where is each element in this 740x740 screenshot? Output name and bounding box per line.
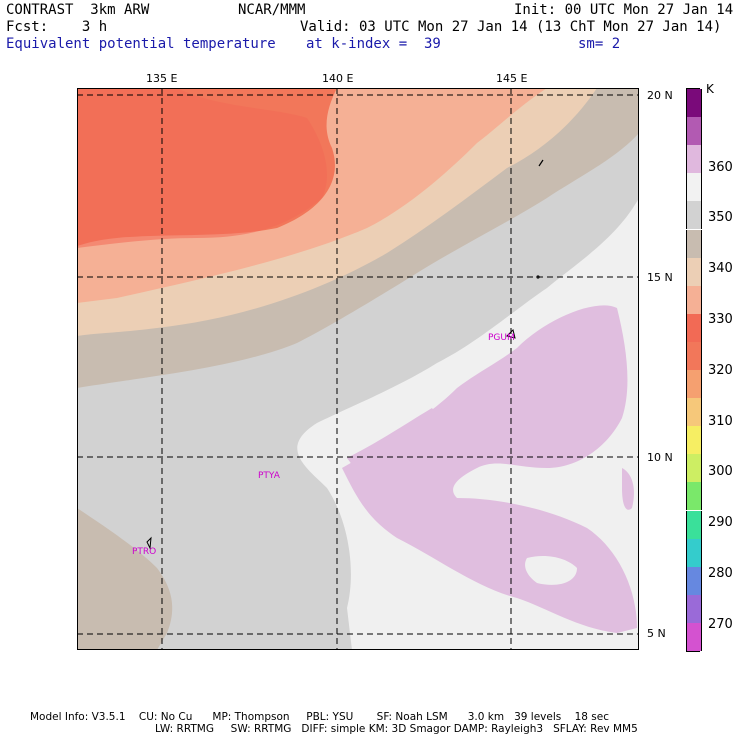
legend-swatch (686, 454, 702, 483)
legend-label-360: 360 (708, 160, 733, 175)
legend-swatch (686, 566, 702, 595)
forecast-hour: Fcst: 3 h (6, 19, 108, 35)
lat-label-10: 10 N (647, 451, 673, 464)
legend-swatch (686, 257, 702, 286)
lon-label-145: 145 E (496, 72, 528, 85)
legend-swatch (686, 426, 702, 455)
model-info-line2: LW: RRTMG SW: RRTMG DIFF: simple KM: 3D … (155, 723, 638, 735)
contour-band-330-lower (77, 88, 327, 248)
legend-swatch (686, 622, 702, 651)
clear-pocket (525, 556, 577, 585)
legend-swatch (686, 594, 702, 623)
legend-swatch (686, 341, 702, 370)
legend-swatch (686, 538, 702, 567)
warm-tongue-southwest (77, 508, 173, 650)
legend-label-270: 270 (708, 617, 733, 632)
lat-label-20: 20 N (647, 89, 673, 102)
legend-label-290: 290 (708, 515, 733, 530)
legend-label-310: 310 (708, 414, 733, 429)
contour-band-360-center (347, 408, 440, 480)
model-info-line1: Model Info: V3.5.1 CU: No Cu MP: Thompso… (30, 711, 609, 723)
contour-band-360-pocket (622, 468, 634, 510)
lat-label-15: 15 N (647, 271, 673, 284)
legend-label-350: 350 (708, 210, 733, 225)
palau-island (146, 536, 152, 550)
valid-time: Valid: 03 UTC Mon 27 Jan 14 (13 ChT Mon … (300, 19, 722, 35)
color-legend (686, 88, 702, 652)
legend-swatch (686, 89, 702, 118)
legend-swatch (686, 510, 702, 539)
legend-swatch (686, 285, 702, 314)
smoothing-label: sm= 2 (578, 36, 621, 52)
guam-island (506, 329, 516, 339)
legend-swatch (686, 370, 702, 399)
station-label-ptya: PTYA (258, 471, 280, 481)
legend-swatch (686, 482, 702, 511)
legend-swatch (686, 117, 702, 146)
legend-swatch (686, 229, 702, 258)
legend-label-320: 320 (708, 363, 733, 378)
legend-label-280: 280 (708, 566, 733, 581)
k-index-label: at k-index = 39 (306, 36, 441, 52)
legend-label-300: 300 (708, 464, 733, 479)
contour-band-360-east (342, 305, 637, 633)
northern-island (538, 159, 544, 167)
legend-swatch (686, 145, 702, 174)
station-label-pgum: PGUM (488, 333, 515, 343)
init-time: Init: 00 UTC Mon 27 Jan 14 (514, 2, 734, 18)
legend-swatch (686, 313, 702, 342)
theta-e-map (77, 88, 639, 650)
lat-label-5: 5 N (647, 627, 666, 640)
graticule (77, 88, 639, 650)
legend-swatch (686, 398, 702, 427)
legend-label-340: 340 (708, 261, 733, 276)
legend-swatch (686, 173, 702, 202)
legend-unit: K (706, 82, 714, 96)
station-label-ptro: PTRO (132, 547, 157, 557)
product-title: CONTRAST 3km ARW (6, 2, 150, 18)
map-frame (77, 88, 639, 650)
lon-label-135: 135 E (146, 72, 178, 85)
lon-label-140: 140 E (322, 72, 354, 85)
field-name: Equivalent potential temperature (6, 36, 276, 52)
legend-label-330: 330 (708, 312, 733, 327)
institution-label: NCAR/MMM (238, 2, 306, 18)
legend-swatch (686, 201, 702, 230)
